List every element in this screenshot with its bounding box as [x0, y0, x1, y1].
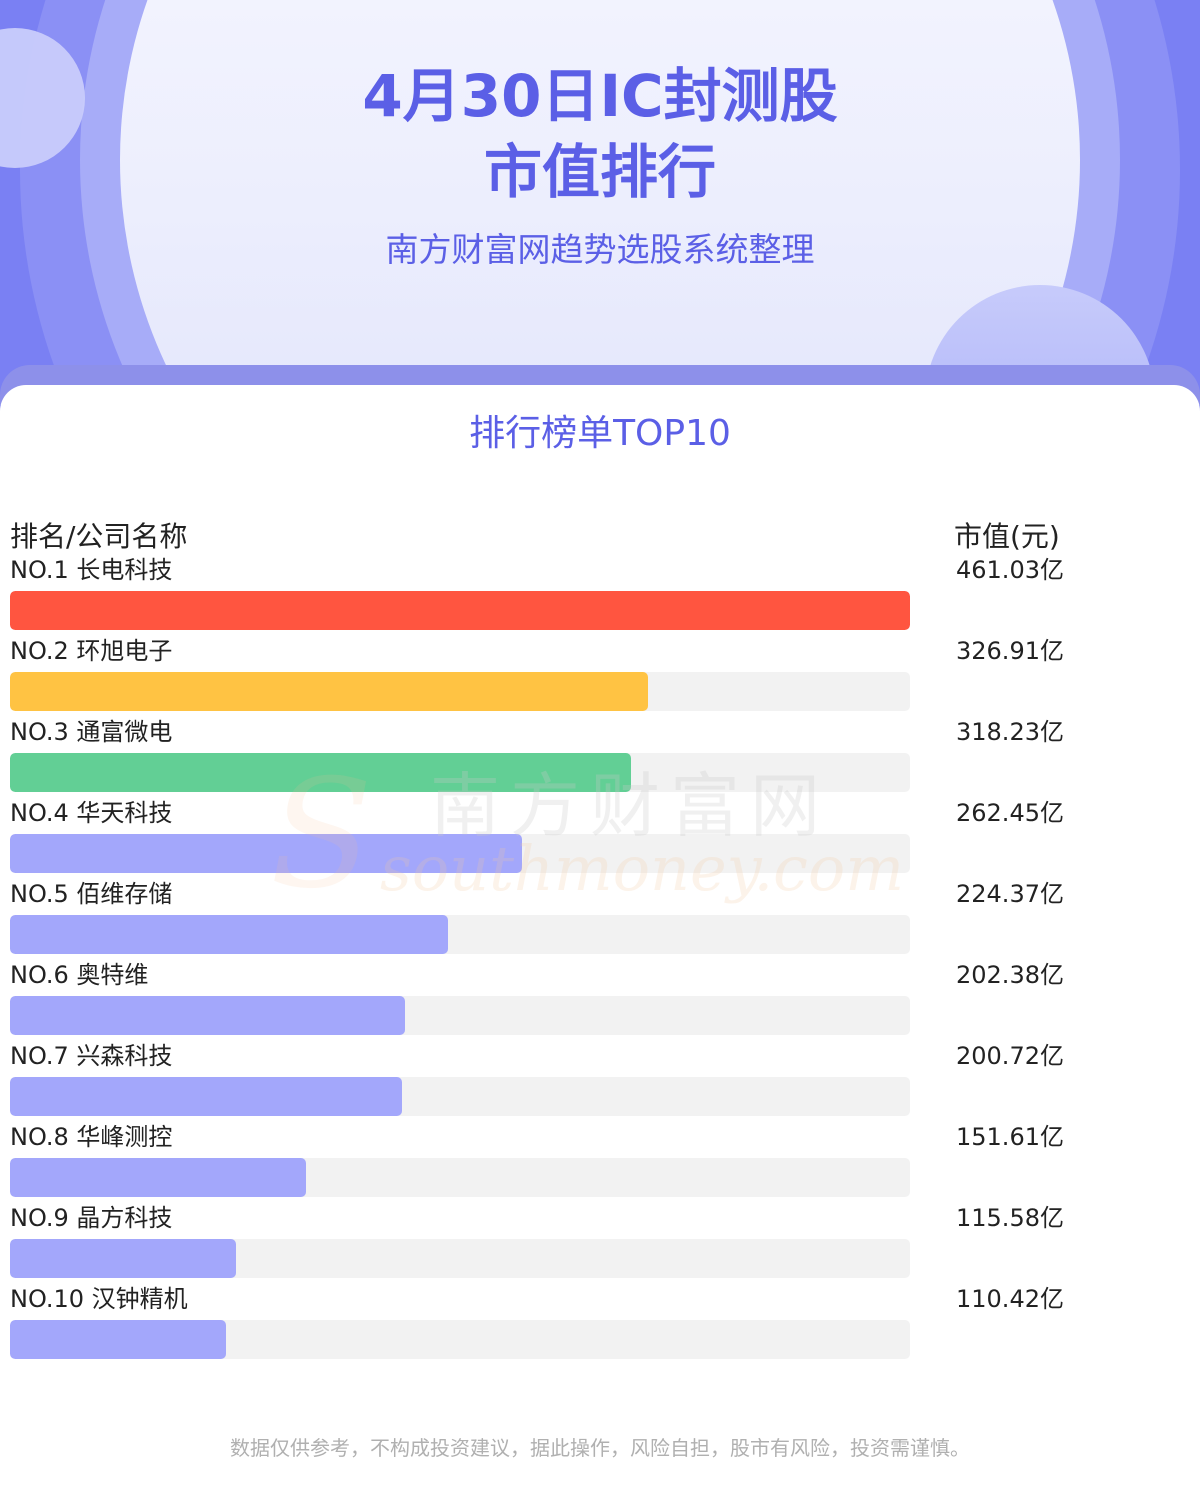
ranking-row: NO.3 通富微电 318.23亿: [0, 714, 1200, 795]
ranking-row: NO.2 环旭电子 326.91亿: [0, 633, 1200, 714]
page-title-line1: 4月30日IC封测股: [362, 62, 838, 130]
banner-circle: [120, 0, 1080, 430]
bar-track: [10, 591, 910, 630]
disclaimer: 数据仅供参考，不构成投资建议，据此操作，风险自担，股市有风险，投资需谨慎。: [230, 1436, 970, 1460]
company-label: NO.1 长电科技: [10, 556, 173, 584]
bar: [10, 915, 448, 954]
company-label: NO.7 兴森科技: [10, 1042, 173, 1070]
bar: [10, 996, 405, 1035]
bar-track: [10, 834, 910, 873]
column-header-value: 市值(元): [954, 520, 1060, 553]
company-label: NO.9 晶方科技: [10, 1204, 173, 1232]
ranking-row: NO.1 长电科技 461.03亿: [0, 552, 1200, 633]
market-value-label: 224.37亿: [956, 880, 1064, 908]
bar: [10, 1077, 402, 1116]
market-value-label: 461.03亿: [956, 556, 1064, 584]
market-value-label: 200.72亿: [956, 1042, 1064, 1070]
ranking-row: NO.10 汉钟精机 110.42亿: [0, 1281, 1200, 1362]
company-label: NO.6 奥特维: [10, 961, 149, 989]
bar-track: [10, 996, 910, 1035]
market-value-label: 202.38亿: [956, 961, 1064, 989]
bar: [10, 1158, 306, 1197]
market-value-label: 110.42亿: [956, 1285, 1064, 1313]
bar-track: [10, 1077, 910, 1116]
column-header-name: 排名/公司名称: [10, 520, 188, 553]
bar: [10, 1320, 226, 1359]
ranking-row: NO.9 晶方科技 115.58亿: [0, 1200, 1200, 1281]
bar-track: [10, 1239, 910, 1278]
company-label: NO.10 汉钟精机: [10, 1285, 188, 1313]
page-title-line2: 市值排行: [483, 138, 716, 206]
company-label: NO.4 华天科技: [10, 799, 173, 827]
bar: [10, 672, 648, 711]
bar: [10, 753, 631, 792]
section-title: 排行榜单TOP10: [469, 413, 731, 454]
bar: [10, 834, 522, 873]
market-value-label: 326.91亿: [956, 637, 1064, 665]
bar: [10, 591, 910, 630]
market-value-label: 115.58亿: [956, 1204, 1064, 1232]
company-label: NO.2 环旭电子: [10, 637, 173, 665]
ranking-row: NO.8 华峰测控 151.61亿: [0, 1119, 1200, 1200]
page-subtitle: 南方财富网趋势选股系统整理: [385, 230, 815, 269]
market-value-label: 151.61亿: [956, 1123, 1064, 1151]
bar: [10, 1239, 236, 1278]
market-value-label: 262.45亿: [956, 799, 1064, 827]
bar-track: [10, 672, 910, 711]
bar-track: [10, 1320, 910, 1359]
company-label: NO.5 佰维存储: [10, 880, 173, 908]
market-value-label: 318.23亿: [956, 718, 1064, 746]
bar-track: [10, 1158, 910, 1197]
ranking-row: NO.6 奥特维 202.38亿: [0, 957, 1200, 1038]
bar-track: [10, 753, 910, 792]
company-label: NO.8 华峰测控: [10, 1123, 173, 1151]
bar-track: [10, 915, 910, 954]
ranking-row: NO.7 兴森科技 200.72亿: [0, 1038, 1200, 1119]
ranking-row: NO.4 华天科技 262.45亿: [0, 795, 1200, 876]
ranking-row: NO.5 佰维存储 224.37亿: [0, 876, 1200, 957]
company-label: NO.3 通富微电: [10, 718, 173, 746]
